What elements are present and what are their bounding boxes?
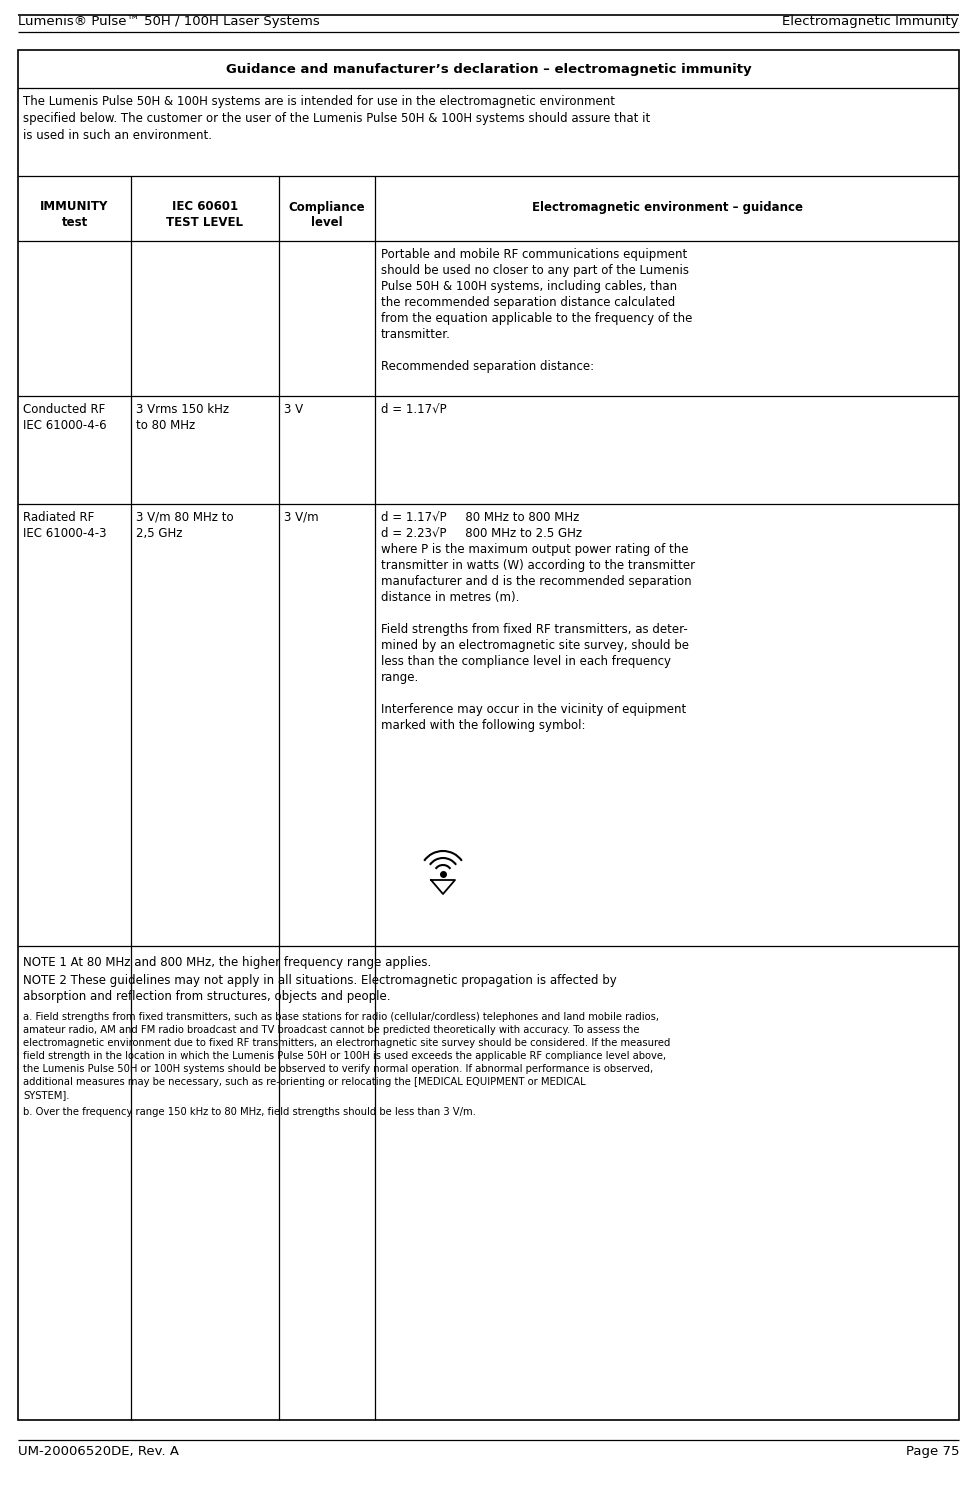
Text: additional measures may be necessary, such as re-orienting or relocating the [ME: additional measures may be necessary, su… <box>23 1077 585 1087</box>
Text: Lumenis® Pulse™ 50H / 100H Laser Systems: Lumenis® Pulse™ 50H / 100H Laser Systems <box>18 15 319 27</box>
Text: Pulse 50H & 100H systems, including cables, than: Pulse 50H & 100H systems, including cabl… <box>381 280 677 293</box>
Text: 3 V/m 80 MHz to: 3 V/m 80 MHz to <box>136 511 234 523</box>
Text: should be used no closer to any part of the Lumenis: should be used no closer to any part of … <box>381 264 689 277</box>
Text: SYSTEM].: SYSTEM]. <box>23 1090 69 1099</box>
Text: b. Over the frequency range 150 kHz to 80 MHz, field strengths should be less th: b. Over the frequency range 150 kHz to 8… <box>23 1107 476 1117</box>
Text: transmitter in watts (W) according to the transmitter: transmitter in watts (W) according to th… <box>381 559 695 572</box>
Text: Conducted RF: Conducted RF <box>23 403 106 416</box>
Text: d = 1.17√P     80 MHz to 800 MHz: d = 1.17√P 80 MHz to 800 MHz <box>381 511 579 523</box>
Text: a. Field strengths from fixed transmitters, such as base stations for radio (cel: a. Field strengths from fixed transmitte… <box>23 1012 659 1022</box>
Text: mined by an electromagnetic site survey, should be: mined by an electromagnetic site survey,… <box>381 639 689 651</box>
Text: d = 1.17√P: d = 1.17√P <box>381 403 446 416</box>
Text: IMMUNITY
test: IMMUNITY test <box>40 201 108 229</box>
Text: IEC 61000-4-6: IEC 61000-4-6 <box>23 419 106 431</box>
Text: manufacturer and d is the recommended separation: manufacturer and d is the recommended se… <box>381 575 692 588</box>
Text: Compliance
level: Compliance level <box>288 201 365 229</box>
Text: Page 75: Page 75 <box>906 1445 959 1458</box>
Text: range.: range. <box>381 671 419 685</box>
Text: distance in metres (m).: distance in metres (m). <box>381 591 520 605</box>
Text: transmitter.: transmitter. <box>381 329 450 341</box>
Text: less than the compliance level in each frequency: less than the compliance level in each f… <box>381 654 671 668</box>
Text: Portable and mobile RF communications equipment: Portable and mobile RF communications eq… <box>381 247 687 261</box>
Text: marked with the following symbol:: marked with the following symbol: <box>381 719 585 731</box>
Text: Recommended separation distance:: Recommended separation distance: <box>381 360 594 372</box>
Text: Radiated RF: Radiated RF <box>23 511 94 523</box>
Text: NOTE 2 These guidelines may not apply in all situations. Electromagnetic propaga: NOTE 2 These guidelines may not apply in… <box>23 974 616 988</box>
Text: to 80 MHz: to 80 MHz <box>136 419 195 431</box>
Text: 3 Vrms 150 kHz: 3 Vrms 150 kHz <box>136 403 230 416</box>
Text: 2,5 GHz: 2,5 GHz <box>136 526 183 540</box>
Text: IEC 61000-4-3: IEC 61000-4-3 <box>23 526 106 540</box>
Text: UM-20006520DE, Rev. A: UM-20006520DE, Rev. A <box>18 1445 179 1458</box>
Text: from the equation applicable to the frequency of the: from the equation applicable to the freq… <box>381 312 693 326</box>
Text: field strength in the location in which the Lumenis Pulse 50H or 100H is used ex: field strength in the location in which … <box>23 1051 666 1062</box>
Text: the recommended separation distance calculated: the recommended separation distance calc… <box>381 296 675 309</box>
Text: absorption and reflection from structures, objects and people.: absorption and reflection from structure… <box>23 989 391 1003</box>
Text: electromagnetic environment due to fixed RF transmitters, an electromagnetic sit: electromagnetic environment due to fixed… <box>23 1038 670 1048</box>
Text: Interference may occur in the vicinity of equipment: Interference may occur in the vicinity o… <box>381 703 686 716</box>
Text: Electromagnetic environment – guidance: Electromagnetic environment – guidance <box>531 201 802 214</box>
Text: 3 V/m: 3 V/m <box>284 511 319 523</box>
Text: IEC 60601
TEST LEVEL: IEC 60601 TEST LEVEL <box>166 201 243 229</box>
Text: where P is the maximum output power rating of the: where P is the maximum output power rati… <box>381 543 689 556</box>
Text: 3 V: 3 V <box>284 403 303 416</box>
Text: Electromagnetic Immunity: Electromagnetic Immunity <box>783 15 959 27</box>
Text: d = 2.23√P     800 MHz to 2.5 GHz: d = 2.23√P 800 MHz to 2.5 GHz <box>381 526 582 540</box>
Text: NOTE 1 At 80 MHz and 800 MHz, the higher frequency range applies.: NOTE 1 At 80 MHz and 800 MHz, the higher… <box>23 956 431 970</box>
Text: amateur radio, AM and FM radio broadcast and TV broadcast cannot be predicted th: amateur radio, AM and FM radio broadcast… <box>23 1025 640 1034</box>
Text: Field strengths from fixed RF transmitters, as deter-: Field strengths from fixed RF transmitte… <box>381 623 688 636</box>
Text: The Lumenis Pulse 50H & 100H systems are is intended for use in the electromagne: The Lumenis Pulse 50H & 100H systems are… <box>23 95 615 109</box>
Text: is used in such an environment.: is used in such an environment. <box>23 130 212 142</box>
Text: specified below. The customer or the user of the Lumenis Pulse 50H & 100H system: specified below. The customer or the use… <box>23 112 651 125</box>
Text: Guidance and manufacturer’s declaration – electromagnetic immunity: Guidance and manufacturer’s declaration … <box>226 62 751 75</box>
Text: the Lumenis Pulse 50H or 100H systems should be observed to verify normal operat: the Lumenis Pulse 50H or 100H systems sh… <box>23 1065 654 1074</box>
